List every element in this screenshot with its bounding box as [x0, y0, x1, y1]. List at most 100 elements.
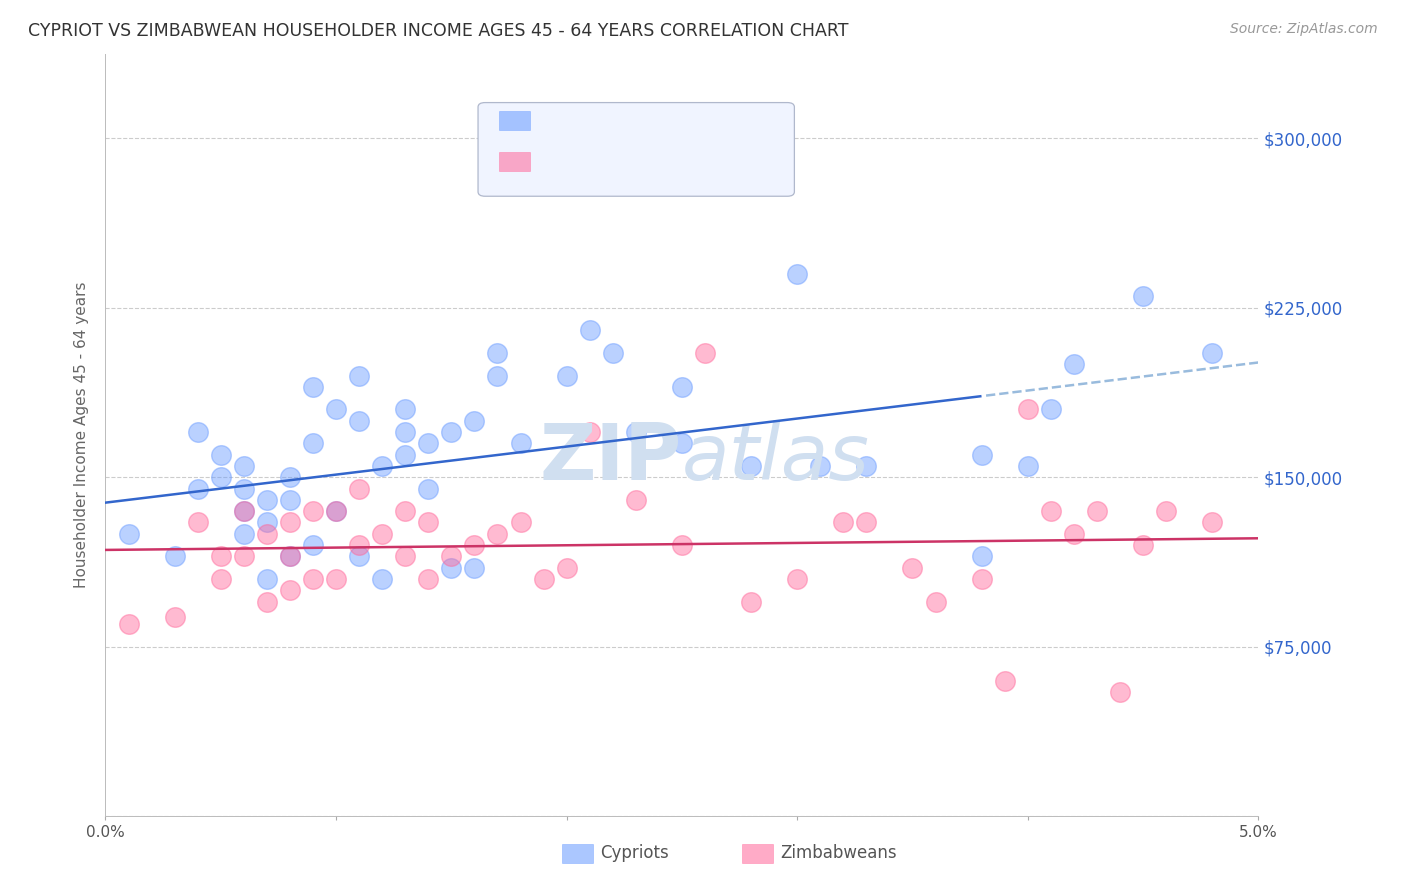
- Point: [1063, 526, 1085, 541]
- Point: [463, 538, 485, 552]
- Point: [1039, 402, 1062, 417]
- Point: [256, 594, 278, 608]
- Point: [1017, 402, 1039, 417]
- Point: [578, 425, 600, 439]
- Point: [555, 560, 578, 574]
- Point: [418, 482, 440, 496]
- Point: [1085, 504, 1108, 518]
- Point: [325, 572, 347, 586]
- Point: [371, 458, 394, 473]
- Point: [832, 516, 855, 530]
- Point: [232, 526, 254, 541]
- Point: [786, 572, 808, 586]
- Point: [278, 549, 301, 564]
- Point: [302, 380, 325, 394]
- Text: CYPRIOT VS ZIMBABWEAN HOUSEHOLDER INCOME AGES 45 - 64 YEARS CORRELATION CHART: CYPRIOT VS ZIMBABWEAN HOUSEHOLDER INCOME…: [28, 22, 849, 40]
- Point: [970, 549, 993, 564]
- Point: [209, 572, 232, 586]
- Point: [486, 346, 509, 360]
- Point: [555, 368, 578, 383]
- Point: [347, 368, 370, 383]
- Point: [509, 436, 531, 450]
- Point: [209, 470, 232, 484]
- Point: [256, 516, 278, 530]
- Point: [232, 482, 254, 496]
- Point: [440, 549, 463, 564]
- Point: [232, 504, 254, 518]
- Point: [693, 346, 716, 360]
- Point: [970, 572, 993, 586]
- Point: [347, 414, 370, 428]
- Point: [418, 436, 440, 450]
- Point: [394, 504, 416, 518]
- Point: [486, 368, 509, 383]
- Point: [232, 504, 254, 518]
- Point: [740, 458, 762, 473]
- Point: [278, 516, 301, 530]
- Point: [302, 504, 325, 518]
- Point: [325, 402, 347, 417]
- Point: [786, 267, 808, 281]
- Point: [1132, 289, 1154, 303]
- Point: [302, 538, 325, 552]
- Point: [855, 516, 877, 530]
- Point: [486, 526, 509, 541]
- Point: [1109, 685, 1132, 699]
- Point: [509, 516, 531, 530]
- Point: [624, 425, 647, 439]
- Point: [256, 526, 278, 541]
- Text: Cypriots: Cypriots: [600, 844, 669, 862]
- Point: [209, 549, 232, 564]
- Point: [602, 346, 624, 360]
- Point: [1039, 504, 1062, 518]
- Text: Source: ZipAtlas.com: Source: ZipAtlas.com: [1230, 22, 1378, 37]
- Point: [901, 560, 924, 574]
- Point: [278, 470, 301, 484]
- Point: [187, 516, 209, 530]
- Y-axis label: Householder Income Ages 45 - 64 years: Householder Income Ages 45 - 64 years: [75, 282, 90, 588]
- Point: [1132, 538, 1154, 552]
- Point: [1201, 516, 1223, 530]
- Point: [278, 492, 301, 507]
- Point: [418, 572, 440, 586]
- Text: atlas: atlas: [682, 420, 870, 496]
- Point: [347, 549, 370, 564]
- Point: [187, 482, 209, 496]
- Point: [1063, 357, 1085, 371]
- Point: [232, 549, 254, 564]
- Point: [1154, 504, 1177, 518]
- Point: [671, 380, 693, 394]
- Point: [418, 516, 440, 530]
- Point: [325, 504, 347, 518]
- Point: [187, 425, 209, 439]
- Point: [463, 414, 485, 428]
- Point: [278, 583, 301, 598]
- Point: [970, 448, 993, 462]
- Text: Zimbabweans: Zimbabweans: [780, 844, 897, 862]
- Point: [740, 594, 762, 608]
- Point: [163, 549, 186, 564]
- Point: [256, 572, 278, 586]
- Point: [347, 482, 370, 496]
- Point: [371, 572, 394, 586]
- Point: [278, 549, 301, 564]
- Point: [302, 572, 325, 586]
- Point: [624, 492, 647, 507]
- Point: [117, 526, 139, 541]
- Point: [924, 594, 946, 608]
- Point: [671, 538, 693, 552]
- Point: [325, 504, 347, 518]
- Point: [232, 458, 254, 473]
- Point: [671, 436, 693, 450]
- Point: [994, 673, 1017, 688]
- Point: [578, 323, 600, 337]
- Point: [209, 448, 232, 462]
- Text: R = 0.228   N = 55: R = 0.228 N = 55: [541, 113, 742, 132]
- Point: [394, 425, 416, 439]
- Point: [463, 560, 485, 574]
- Point: [440, 425, 463, 439]
- Point: [302, 436, 325, 450]
- Point: [808, 458, 831, 473]
- Text: R = 0.237   N = 49: R = 0.237 N = 49: [541, 153, 741, 172]
- Point: [440, 560, 463, 574]
